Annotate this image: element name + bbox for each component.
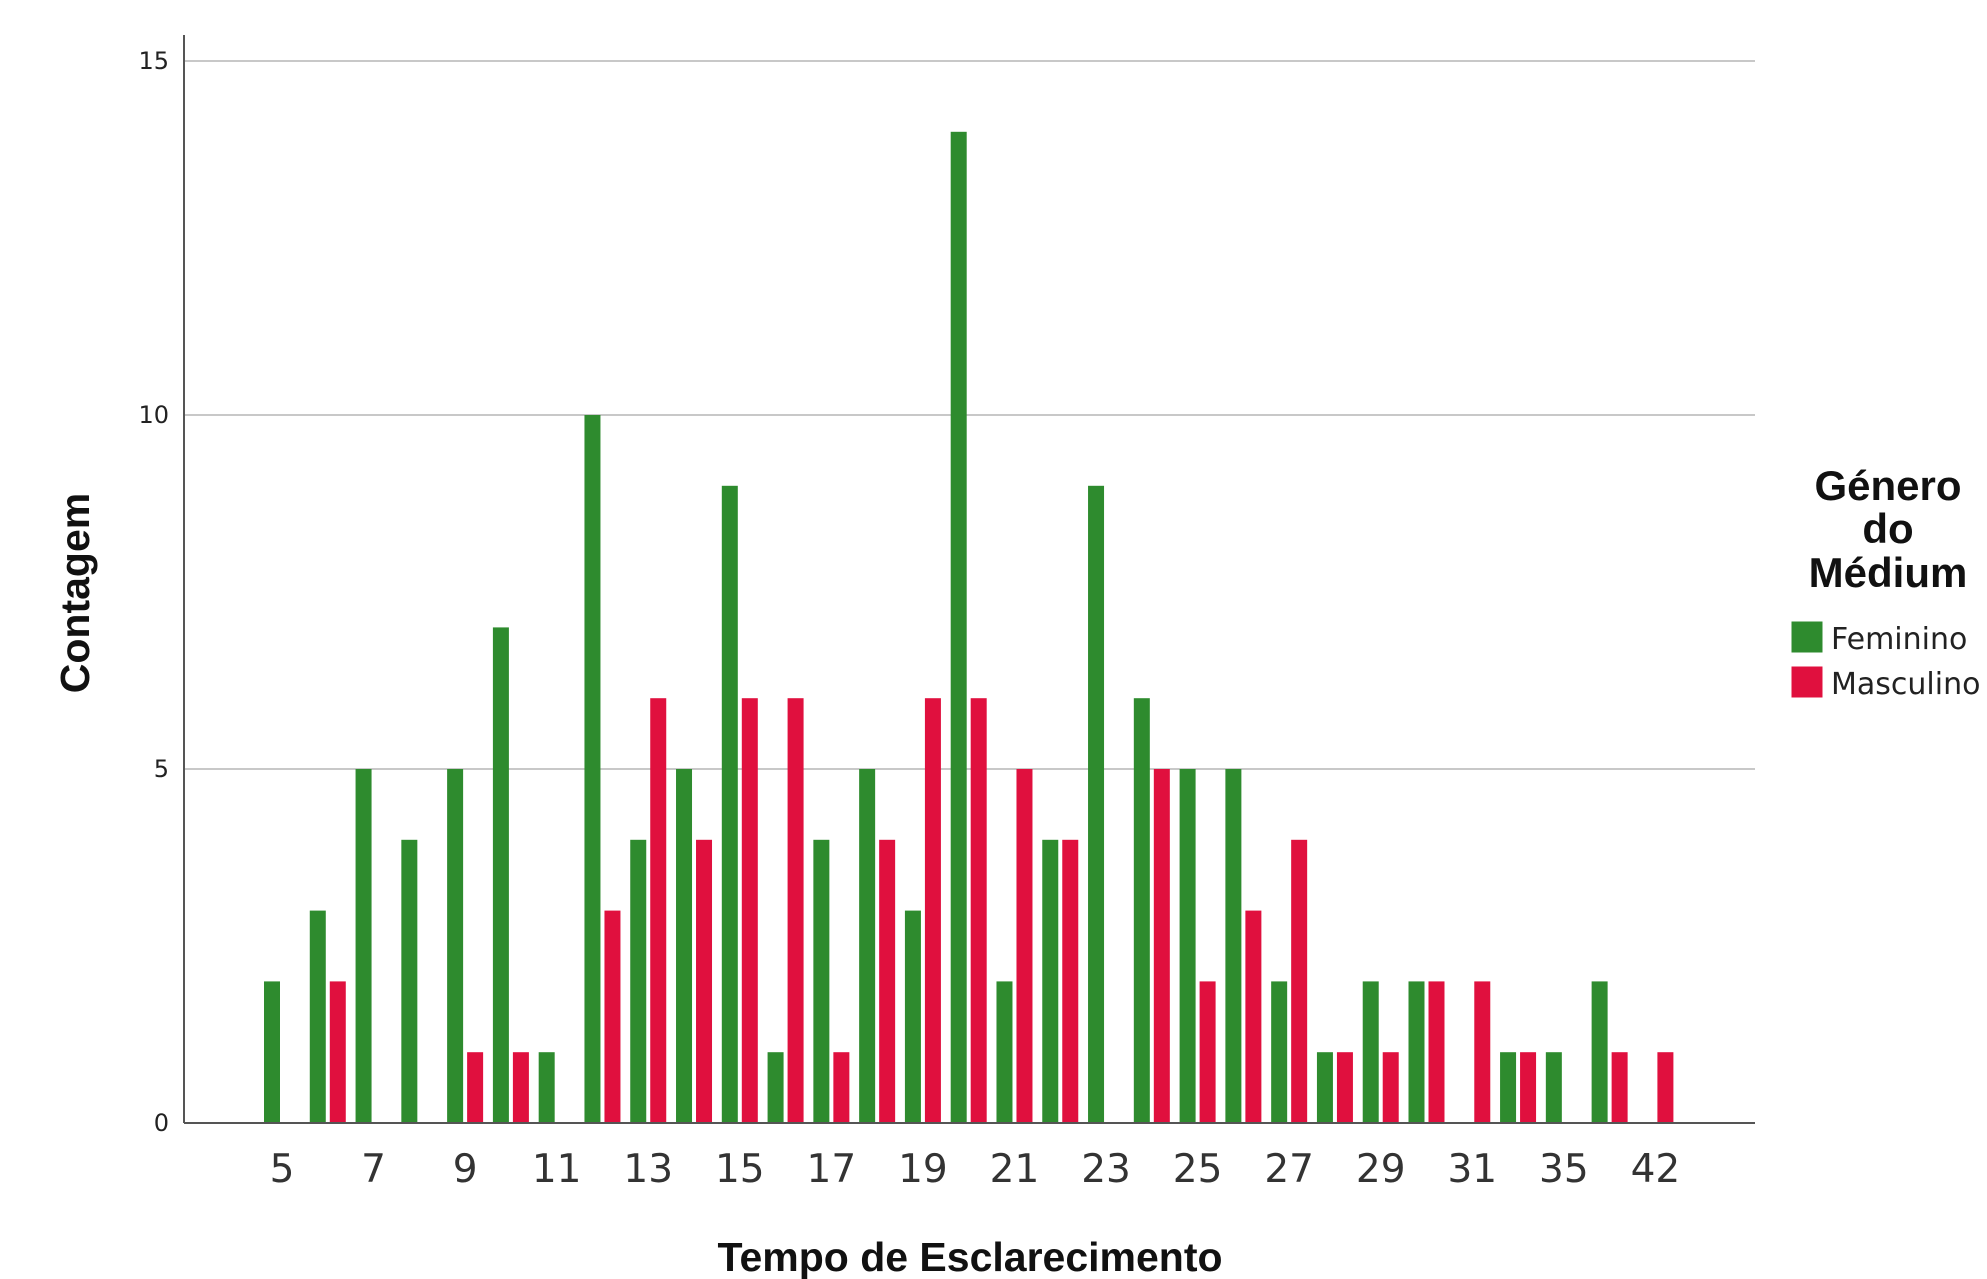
x-tick-label: 21 bbox=[990, 1147, 1040, 1192]
bar-feminino-6 bbox=[309, 910, 326, 1123]
x-tick-label: 35 bbox=[1539, 1147, 1589, 1192]
bar-feminino-26 bbox=[1225, 769, 1242, 1123]
x-tick-label: 13 bbox=[623, 1147, 673, 1192]
bar-feminino-24 bbox=[1133, 698, 1150, 1123]
bar-masculino-13 bbox=[650, 698, 667, 1123]
bar-feminino-9 bbox=[447, 769, 464, 1123]
bar-masculino-24 bbox=[1153, 769, 1170, 1123]
x-tick-label: 31 bbox=[1447, 1147, 1497, 1192]
bar-feminino-23 bbox=[1088, 485, 1105, 1123]
bar-feminino-22 bbox=[1042, 839, 1059, 1123]
x-tick-label: 27 bbox=[1264, 1147, 1314, 1192]
bar-masculino-18 bbox=[879, 839, 896, 1123]
bar-masculino-27 bbox=[1291, 839, 1308, 1123]
legend-label-feminino: Feminino bbox=[1831, 622, 1967, 657]
bar-masculino-15 bbox=[741, 698, 758, 1123]
bar-masculino-40 bbox=[1611, 1052, 1628, 1123]
x-tick-label: 7 bbox=[361, 1147, 386, 1192]
y-tick-label: 15 bbox=[138, 47, 169, 75]
bar-masculino-31 bbox=[1474, 981, 1491, 1123]
bar-masculino-21 bbox=[1016, 769, 1033, 1123]
bar-feminino-18 bbox=[859, 769, 876, 1123]
y-tick-label: 0 bbox=[154, 1109, 169, 1137]
x-axis-title: Tempo de Esclarecimento bbox=[717, 1234, 1222, 1279]
bar-feminino-8 bbox=[401, 839, 418, 1123]
bar-masculino-25 bbox=[1199, 981, 1216, 1123]
bar-feminino-19 bbox=[904, 910, 921, 1123]
bar-masculino-30 bbox=[1428, 981, 1445, 1123]
bar-feminino-21 bbox=[996, 981, 1013, 1123]
bar-masculino-26 bbox=[1245, 910, 1262, 1123]
legend-title-line-1: Género bbox=[1814, 462, 1961, 509]
bar-feminino-5 bbox=[264, 981, 280, 1123]
bar-feminino-33 bbox=[1500, 1052, 1517, 1123]
bar-masculino-16 bbox=[787, 698, 804, 1123]
bar-feminino-20 bbox=[950, 131, 967, 1124]
axes bbox=[183, 35, 1755, 1124]
bar-masculino-17 bbox=[833, 1052, 850, 1123]
bar-feminino-14 bbox=[676, 769, 693, 1123]
bar-feminino-10 bbox=[492, 627, 509, 1123]
x-tick-label: 11 bbox=[532, 1147, 582, 1192]
y-axis-title: Contagem bbox=[52, 493, 98, 693]
bar-masculino-6 bbox=[329, 981, 346, 1123]
bar-masculino-33 bbox=[1520, 1052, 1537, 1123]
x-tick-label: 29 bbox=[1356, 1147, 1406, 1192]
bar-masculino-9 bbox=[467, 1052, 484, 1123]
bar-masculino-10 bbox=[512, 1052, 529, 1123]
bar-masculino-22 bbox=[1062, 839, 1079, 1123]
gridlines bbox=[184, 60, 1755, 770]
legend-title-line-3: Médium bbox=[1809, 549, 1968, 596]
bar-masculino-12 bbox=[604, 910, 621, 1123]
x-tick-label: 23 bbox=[1081, 1147, 1131, 1192]
x-tick-label: 17 bbox=[807, 1147, 857, 1192]
bar-feminino-30 bbox=[1408, 981, 1425, 1123]
bar-feminino-40 bbox=[1591, 981, 1608, 1123]
bar-feminino-27 bbox=[1271, 981, 1288, 1123]
bar-masculino-14 bbox=[696, 839, 713, 1123]
x-tick-label: 42 bbox=[1631, 1147, 1681, 1192]
legend-title-line-2: do bbox=[1862, 505, 1913, 552]
bar-feminino-7 bbox=[355, 769, 372, 1123]
x-tick-label: 5 bbox=[270, 1147, 295, 1192]
legend-swatch-feminino bbox=[1790, 620, 1824, 654]
legend-swatch-masculino bbox=[1790, 665, 1824, 699]
bar-feminino-25 bbox=[1179, 769, 1196, 1123]
x-tick-label: 15 bbox=[715, 1147, 765, 1192]
bar-feminino-29 bbox=[1362, 981, 1379, 1123]
x-tick-label: 9 bbox=[453, 1147, 478, 1192]
bar-feminino-12 bbox=[584, 415, 601, 1123]
bar-feminino-15 bbox=[721, 485, 738, 1123]
x-tick-labels: 5 7 9 11 13 15 17 19 21 23 25 27 29 31 35 42 bbox=[270, 1147, 1681, 1192]
bar-feminino-17 bbox=[813, 839, 830, 1123]
bar-masculino-19 bbox=[924, 698, 941, 1123]
legend-label-masculino: Masculino bbox=[1831, 667, 1980, 702]
bar-feminino-28 bbox=[1316, 1052, 1333, 1123]
bar-feminino-35 bbox=[1545, 1052, 1562, 1123]
y-tick-label: 10 bbox=[138, 401, 169, 429]
bar-feminino-13 bbox=[630, 839, 647, 1123]
bar-masculino-42 bbox=[1657, 1052, 1674, 1123]
legend: Género do Médium Feminino Masculino bbox=[1790, 462, 1980, 702]
x-tick-label: 25 bbox=[1173, 1147, 1223, 1192]
bar-masculino-20 bbox=[970, 698, 987, 1123]
bars bbox=[264, 131, 1674, 1124]
y-tick-labels: 0 5 10 15 bbox=[138, 47, 169, 1137]
bar-feminino-16 bbox=[767, 1052, 784, 1123]
bar-masculino-28 bbox=[1336, 1052, 1353, 1123]
y-tick-label: 5 bbox=[154, 755, 169, 783]
bar-masculino-29 bbox=[1382, 1052, 1399, 1123]
x-tick-label: 19 bbox=[898, 1147, 948, 1192]
bar-feminino-11 bbox=[538, 1052, 555, 1123]
